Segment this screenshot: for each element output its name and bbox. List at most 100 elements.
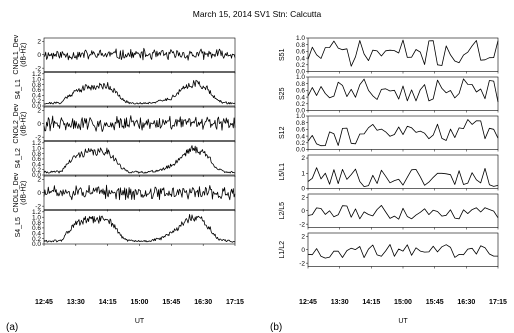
- subplot-4: 1.21.00.80.60.40.20.0 S4_L2: [15, 140, 236, 179]
- y-tick-label: 2: [301, 234, 305, 241]
- plot-frame: [43, 72, 236, 107]
- x-tick-label: 15:00: [131, 299, 149, 306]
- y-tick-label: 0.6: [296, 49, 305, 56]
- y-tick-label: 0.8: [32, 82, 41, 89]
- y-tick-label: 2: [37, 39, 41, 46]
- series-line: [307, 244, 498, 259]
- chart-panel-a: 20-2CNOL1_Dev(dB-Hz)1.21.00.80.60.40.20.…: [6, 34, 244, 333]
- y-tick-label: 1.2: [32, 140, 41, 147]
- y-tick-label: 1.0: [296, 35, 305, 42]
- y-tick-label: 0.0: [296, 147, 305, 154]
- series-line: [43, 145, 236, 174]
- y-tick-label: 1.2: [32, 71, 41, 78]
- series-line: [43, 214, 236, 243]
- y-tick-label: 2: [37, 177, 41, 184]
- y-axis-label: L5/L1: [279, 163, 286, 181]
- subplot-2: 1.21.00.80.60.40.20.0 S4_L1: [15, 71, 236, 110]
- y-tick-label: 2: [37, 108, 41, 115]
- y-axis-label: S4_L2: [15, 148, 22, 168]
- plot-frame: [43, 175, 236, 210]
- x-tick-label: 17:15: [489, 299, 507, 306]
- subplot-6: 2 0 -2 L1/L2: [279, 232, 499, 269]
- y-axis-label: CNOL5_Dev(dB-Hz): [13, 172, 28, 212]
- y-tick-label: 0: [37, 52, 41, 59]
- subplot-5: 2 0 -2 CNOL5_Dev(dB-Hz): [13, 172, 236, 213]
- y-tick-label: 0.2: [32, 98, 41, 105]
- series-line: [43, 79, 236, 105]
- y-tick-label: 1.0: [32, 76, 41, 83]
- y-axis-label: CNOL2_Dev(dB-Hz): [13, 103, 28, 143]
- y-tick-label: 0.8: [296, 42, 305, 49]
- x-tick-label: 16:30: [194, 299, 212, 306]
- y-axis-label: L2/L5: [279, 202, 286, 220]
- y-tick-label: 0.0: [296, 108, 305, 115]
- y-tick-label: 0.2: [296, 101, 305, 108]
- y-tick-label: 0.4: [32, 92, 41, 99]
- y-tick-label: 0.8: [296, 81, 305, 88]
- chart-panel-b: 1.00.80.60.40.20.0S511.00.80.60.40.20.0S…: [270, 35, 507, 333]
- x-tick-label: 14:15: [362, 299, 380, 306]
- y-tick-label: -2: [299, 260, 305, 267]
- y-tick-label: 0.8: [32, 220, 41, 227]
- y-tick-label: 0.0: [32, 172, 41, 179]
- y-tick-label: 1.0: [296, 113, 305, 120]
- y-axis-label: CNOL1_Dev(dB-Hz): [13, 34, 28, 74]
- y-tick-label: 0.6: [296, 88, 305, 95]
- y-tick-label: 0.0: [296, 69, 305, 76]
- series-line: [307, 78, 499, 103]
- y-tick-label: -2: [35, 134, 41, 141]
- y-tick-label: 0.2: [32, 167, 41, 174]
- subplot-5: 2 0 -2 L2/L5: [279, 193, 499, 230]
- subplot-6: 1.21.00.80.60.40.20.0 S4_L5: [15, 209, 236, 248]
- panel-label: (b): [270, 322, 282, 333]
- x-tick-label: 16:30: [457, 299, 475, 306]
- x-axis-label: UT: [135, 318, 145, 325]
- y-axis-label: S12: [279, 126, 286, 139]
- plot-frame: [307, 76, 499, 111]
- y-tick-label: 0.0: [32, 103, 41, 110]
- series-line: [307, 205, 499, 220]
- y-tick-label: 0.2: [296, 140, 305, 147]
- y-tick-label: -2: [35, 65, 41, 72]
- plot-frame: [307, 154, 499, 189]
- y-tick-label: 0.0: [32, 241, 41, 248]
- series-line: [307, 39, 499, 67]
- y-tick-label: 0.6: [32, 87, 41, 94]
- y-tick-label: 2: [301, 155, 305, 162]
- x-tick-label: 12:45: [299, 299, 317, 306]
- subplot-1: 2 0 -2 CNOL1_Dev(dB-Hz): [13, 34, 236, 75]
- y-tick-label: 0: [37, 121, 41, 128]
- subplot-4: 2 1 0 L5/L1: [279, 154, 499, 193]
- y-tick-label: 1: [301, 170, 305, 177]
- x-tick-label: 17:15: [226, 299, 244, 306]
- y-tick-label: 0.8: [296, 120, 305, 127]
- x-tick-label: 15:00: [394, 299, 412, 306]
- y-tick-label: 0.2: [32, 236, 41, 243]
- y-axis-label: S25: [279, 87, 286, 100]
- y-tick-label: 0.6: [32, 156, 41, 163]
- panel-label: (a): [6, 322, 18, 333]
- y-tick-label: 0.6: [296, 127, 305, 134]
- y-tick-label: 1.0: [32, 145, 41, 152]
- series-line: [43, 115, 236, 132]
- x-tick-label: 13:30: [331, 299, 349, 306]
- y-tick-label: 0.4: [32, 230, 41, 237]
- x-tick-label: 13:30: [67, 299, 85, 306]
- y-axis-label: S51: [279, 48, 286, 61]
- y-axis-label: S4_L1: [15, 79, 22, 99]
- series-line: [43, 47, 236, 61]
- y-tick-label: 0.8: [32, 151, 41, 158]
- figure-title: March 15, 2014 SV1 Stn: Calcutta: [193, 9, 322, 19]
- x-tick-label: 15:45: [162, 299, 180, 306]
- y-tick-label: 2: [301, 195, 305, 202]
- plot-frame: [307, 193, 499, 228]
- y-tick-label: 0: [37, 190, 41, 197]
- plot-frame: [307, 37, 499, 72]
- x-tick-label: 15:45: [426, 299, 444, 306]
- series-line: [307, 167, 499, 187]
- x-tick-label: 12:45: [35, 299, 53, 306]
- series-line: [307, 119, 499, 147]
- y-tick-label: 0: [301, 208, 305, 215]
- plot-frame: [43, 210, 236, 245]
- subplot-3: 1.00.80.60.40.20.0 S12: [279, 113, 499, 154]
